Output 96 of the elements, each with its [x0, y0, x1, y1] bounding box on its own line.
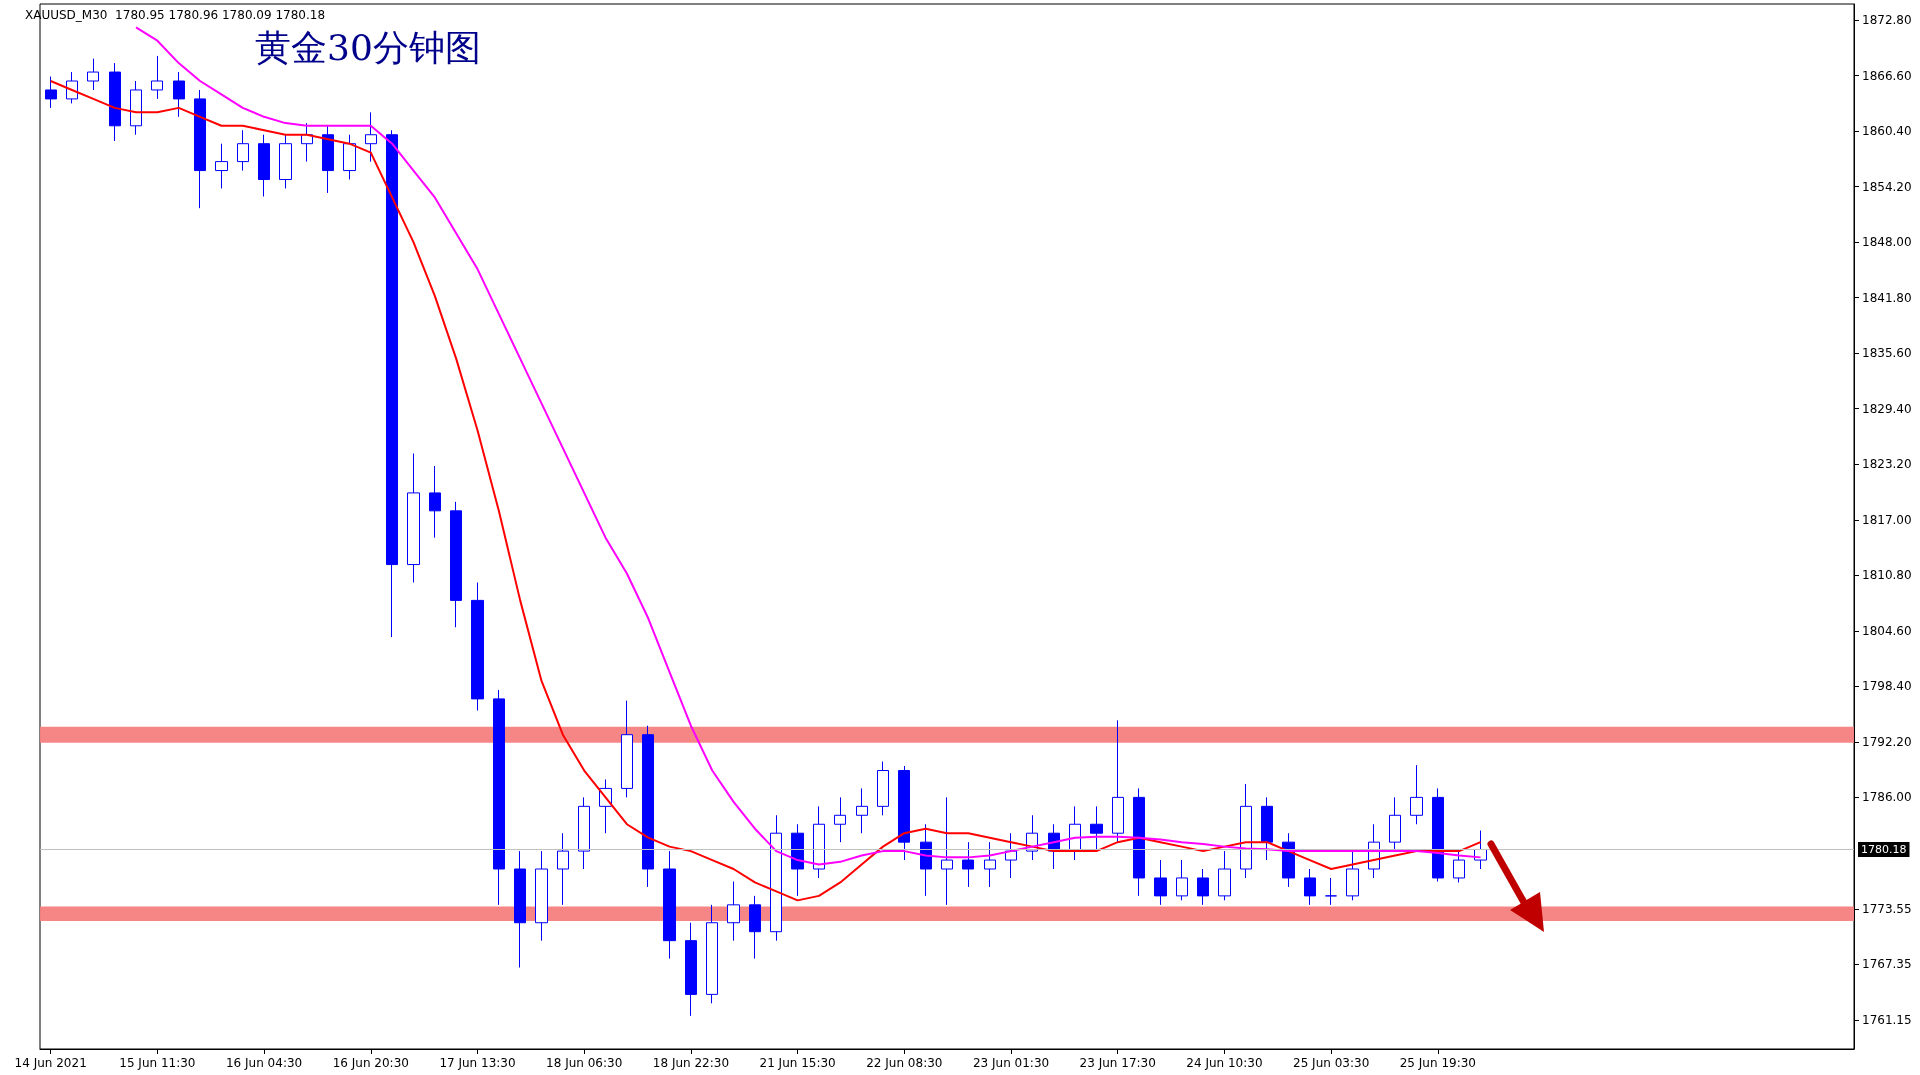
candlestick — [109, 62, 121, 142]
candlestick — [557, 832, 569, 906]
candlestick — [279, 134, 292, 189]
y-tick-label: 1773.55 — [1862, 901, 1912, 916]
candlestick — [535, 850, 548, 942]
candlestick — [1325, 877, 1337, 906]
candlestick — [1090, 805, 1103, 852]
candlestick — [514, 850, 526, 969]
candlestick — [621, 700, 633, 798]
candlestick — [727, 881, 740, 942]
candlestick — [151, 55, 163, 100]
candlestick — [1304, 868, 1316, 906]
candlestick — [343, 134, 356, 181]
candlestick — [813, 805, 825, 879]
candlestick — [1218, 850, 1231, 901]
y-tick-label: 1798.40 — [1862, 679, 1912, 694]
x-tick-label: 17 Jun 13:30 — [439, 1056, 516, 1070]
x-tick-label: 25 Jun 03:30 — [1293, 1056, 1370, 1070]
candlestick — [1261, 796, 1273, 861]
text: 黄金30分钟图 — [255, 26, 481, 68]
candlestick — [685, 922, 697, 1017]
line-series — [135, 26, 1482, 866]
y-tick-label: 1810.80 — [1862, 568, 1912, 583]
x-tick-label: 16 Jun 20:30 — [332, 1056, 409, 1070]
y-tick-label: 1823.20 — [1862, 457, 1912, 472]
y-tick-label: 1792.20 — [1862, 734, 1912, 749]
candlestick — [1346, 850, 1359, 901]
x-tick-label: 23 Jun 01:30 — [972, 1056, 1050, 1070]
x-tick-label: 21 Jun 15:30 — [759, 1056, 836, 1070]
candlestick — [663, 850, 676, 960]
candlestick — [45, 76, 57, 109]
x-tick-label: 18 Jun 06:30 — [546, 1056, 623, 1070]
x-tick-label: 25 Jun 19:30 — [1399, 1056, 1476, 1070]
candlestick — [877, 761, 889, 816]
candlestick — [1176, 859, 1188, 901]
candlestick — [194, 89, 206, 209]
candlestick — [1133, 787, 1145, 897]
candlestick — [1197, 868, 1209, 906]
y-tick-label: 1848.00 — [1862, 235, 1912, 250]
x-tick-label: 22 Jun 08:30 — [866, 1056, 943, 1070]
candlestick — [258, 134, 270, 198]
candlestick — [941, 796, 953, 906]
x-tick-label: 14 Jun 2021 — [14, 1056, 87, 1070]
candlestick — [706, 904, 718, 1004]
candlestick — [215, 143, 228, 189]
line-series — [49, 80, 1482, 902]
candlestick — [365, 111, 377, 163]
candlestick — [1432, 787, 1444, 883]
x-tick-label: 24 Jun 10:30 — [1186, 1056, 1263, 1070]
x-tick-label: 15 Jun 11:30 — [119, 1056, 196, 1070]
candlestick — [898, 765, 910, 861]
y-tick-label: 1866.60 — [1862, 68, 1912, 83]
candlestick — [1005, 832, 1017, 879]
y-tick-label: 1817.00 — [1862, 512, 1912, 527]
candlestick — [920, 823, 932, 897]
candlestick — [1154, 859, 1167, 906]
candlestick — [1410, 764, 1423, 825]
candlestick — [471, 581, 484, 712]
candlestick — [749, 895, 761, 960]
candlestick — [407, 453, 420, 583]
y-tick-label: 1854.20 — [1862, 179, 1912, 194]
candlestick — [130, 80, 142, 136]
candlestick — [87, 58, 99, 91]
candlestick — [984, 841, 996, 888]
candlestick — [642, 725, 654, 888]
candlestick — [962, 841, 974, 888]
x-tick-label: 16 Jun 04:30 — [225, 1056, 303, 1070]
candlestick — [493, 689, 505, 906]
chart-subtitle: XAUUSD_M30 1780.95 1780.96 1780.09 1780.18 — [25, 8, 326, 22]
y-tick-label: 1804.60 — [1862, 623, 1912, 638]
y-tick-label: 1761.15 — [1862, 1012, 1912, 1027]
y-tick-label: 1835.60 — [1862, 346, 1912, 361]
y-tick-label: 1829.40 — [1862, 401, 1912, 416]
x-tick-label: 18 Jun 22:30 — [652, 1056, 730, 1070]
candlestick — [322, 125, 334, 194]
candlestick — [1453, 850, 1465, 883]
candlestick — [237, 129, 249, 172]
candlestick — [834, 796, 846, 843]
candlestick — [386, 129, 398, 638]
candlestick — [578, 796, 590, 870]
candlestick — [856, 787, 868, 834]
y-tick-label: 1767.35 — [1862, 957, 1912, 972]
candlestick — [429, 465, 441, 539]
x-tick-label: 23 Jun 17:30 — [1079, 1056, 1156, 1070]
ref-line-label: 1780.18 — [1861, 842, 1907, 856]
candlestick — [770, 814, 782, 942]
y-tick-label: 1841.80 — [1862, 290, 1912, 305]
candlestick — [791, 823, 804, 897]
y-tick-label: 1872.80 — [1862, 13, 1912, 28]
candlestick — [173, 71, 185, 118]
y-tick-label: 1860.40 — [1862, 124, 1912, 139]
candlestick — [1389, 796, 1401, 852]
y-tick-label: 1786.00 — [1862, 790, 1912, 805]
candlestick — [1112, 719, 1124, 843]
candlestick — [450, 501, 462, 628]
candlestick — [1240, 783, 1252, 879]
